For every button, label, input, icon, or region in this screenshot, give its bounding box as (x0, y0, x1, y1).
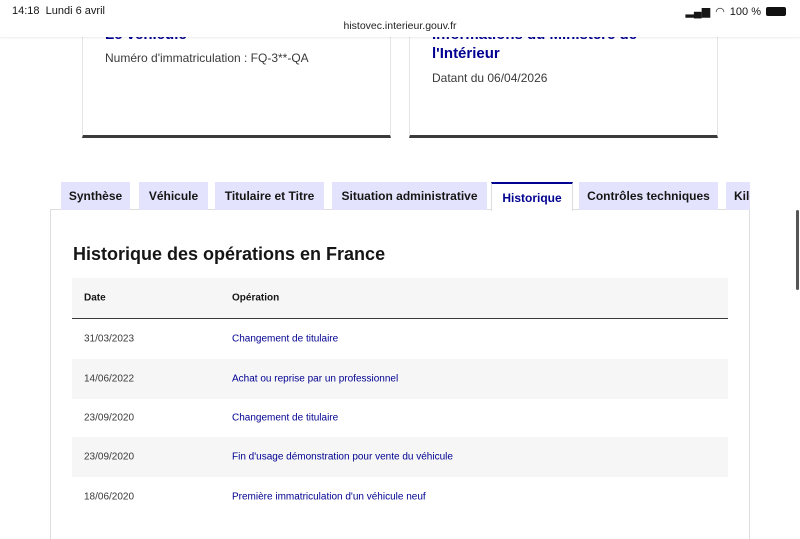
signal-icon: ▂▄▆ (685, 6, 711, 18)
table-row: 23/09/2020 Changement de titulaire (72, 398, 728, 438)
column-operation: Opération (232, 292, 280, 304)
battery-icon (766, 7, 786, 16)
tab-controles[interactable]: Contrôles techniques (579, 182, 718, 210)
url-bar[interactable]: histovec.interieur.gouv.fr (0, 20, 800, 37)
row-operation[interactable]: Première immatriculation d'un véhicule n… (232, 491, 426, 503)
tab-vehicule[interactable]: Véhicule (139, 182, 208, 210)
data-date: Datant du 06/04/2026 (432, 71, 548, 85)
table-row: 18/06/2020 Première immatriculation d'un … (72, 477, 728, 517)
row-date: 18/06/2020 (84, 491, 135, 503)
row-operation[interactable]: Changement de titulaire (232, 412, 339, 424)
row-operation[interactable]: Changement de titulaire (232, 333, 339, 345)
wifi-icon: ◠ (715, 6, 725, 18)
tab-titulaire[interactable]: Titulaire et Titre (215, 182, 324, 210)
row-date: 31/03/2023 (84, 333, 135, 345)
row-date: 23/09/2020 (84, 451, 135, 463)
tab-situation[interactable]: Situation administrative (332, 182, 487, 210)
tab-historique[interactable]: Historique (491, 182, 573, 211)
card-title-line2: l'Intérieur (432, 45, 500, 62)
date: Lundi 6 avril (45, 5, 105, 17)
row-operation[interactable]: Fin d'usage démonstration pour vente du … (232, 451, 453, 463)
table-header: Date Opération (72, 278, 728, 319)
section-title: Historique des opérations en France (73, 244, 386, 264)
row-operation[interactable]: Achat ou reprise par un professionnel (232, 373, 399, 385)
column-date: Date (84, 292, 106, 304)
table-row: 14/06/2022 Achat ou reprise par un profes… (72, 359, 728, 399)
table-row: 23/09/2020 Fin d'usage démonstration pour… (72, 437, 728, 477)
tab-synthese[interactable]: Synthèse (61, 182, 130, 210)
plate-number: Numéro d'immatriculation : FQ-3**-QA (105, 51, 309, 65)
battery-label: 100 % (729, 5, 761, 18)
clock: 14:18 (12, 5, 40, 17)
table-row: 31/03/2023 Changement de titulaire (72, 319, 728, 359)
status-bar: 14:18 Lundi 6 avril ▂▄▆ ◠ 100 % (0, 0, 800, 22)
url-text: histovec.interieur.gouv.fr (343, 20, 457, 32)
row-date: 14/06/2022 (84, 373, 135, 385)
scrollbar[interactable] (796, 210, 799, 290)
tab-kilometrage[interactable]: Kilométrage (726, 182, 750, 210)
row-date: 23/09/2020 (84, 412, 135, 424)
